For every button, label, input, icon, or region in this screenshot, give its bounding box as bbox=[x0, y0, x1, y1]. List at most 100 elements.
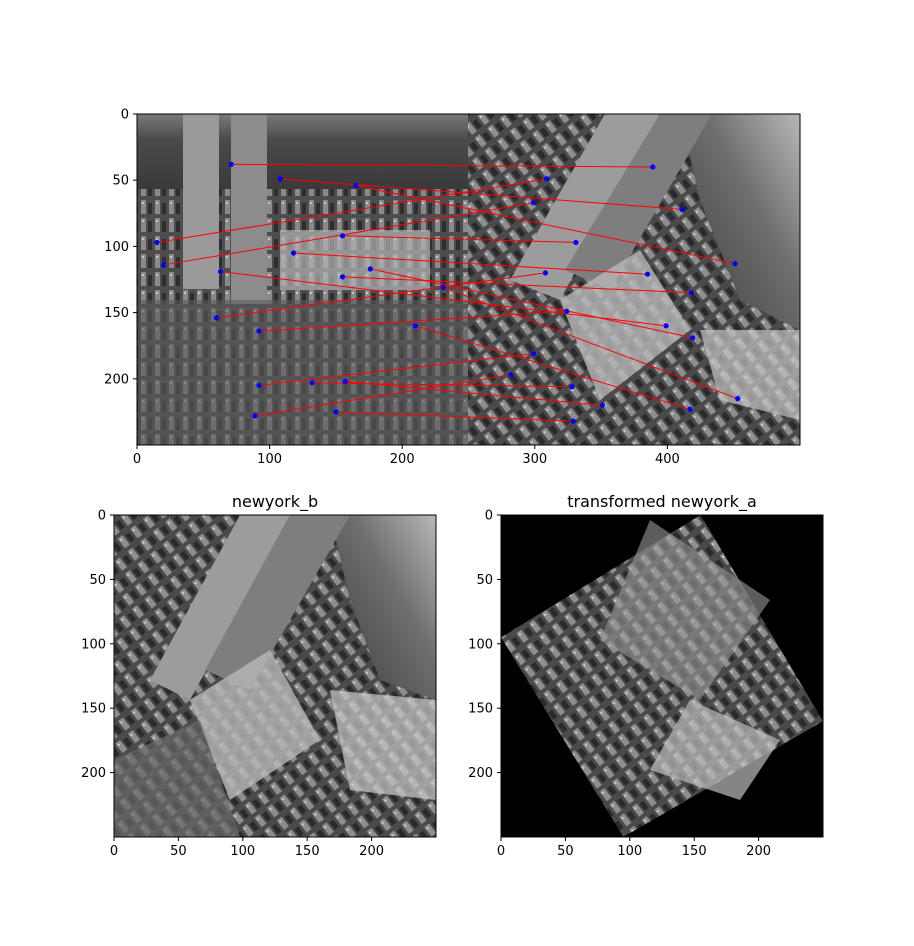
transformed-a-x-tick-label: 0 bbox=[497, 844, 505, 859]
transformed-a-y-tick-label: 100 bbox=[468, 637, 493, 652]
matches-x-axis: 0 100 200 300 400 bbox=[133, 445, 680, 467]
keypoint-marker bbox=[732, 261, 738, 267]
keypoint-marker bbox=[530, 200, 537, 206]
transformed-a-x-tick-label: 200 bbox=[746, 844, 771, 859]
keypoint-marker bbox=[440, 284, 446, 291]
transformed-a-x-tick-label: 150 bbox=[682, 844, 707, 859]
keypoint-marker bbox=[252, 413, 258, 419]
matches-axes-frame bbox=[136, 113, 801, 446]
newyork-b-x-tick-label: 200 bbox=[359, 844, 384, 859]
keypoint-marker bbox=[663, 323, 669, 329]
matches-x-tick-label: 400 bbox=[655, 452, 680, 467]
match-line bbox=[443, 286, 738, 400]
match-line bbox=[293, 252, 648, 275]
match-line bbox=[156, 178, 547, 243]
transformed-a-y-tick-label: 150 bbox=[468, 702, 493, 717]
newyork-b-x-tick-label: 150 bbox=[295, 844, 320, 859]
newyork-b-panel: newyork_b 0 50 100 150 200 0 50 100 150 200 bbox=[81, 492, 437, 859]
keypoint-marker bbox=[735, 396, 741, 402]
keypoint-marker bbox=[412, 323, 419, 329]
matches-y-tick-label: 200 bbox=[104, 372, 129, 387]
keypoint-marker bbox=[217, 268, 224, 275]
newyork-b-y-axis: 0 50 100 150 200 bbox=[81, 509, 114, 781]
matches-y-tick-label: 150 bbox=[104, 306, 129, 321]
match-line bbox=[370, 268, 693, 339]
match-line bbox=[345, 380, 603, 406]
match-line bbox=[254, 374, 512, 417]
keypoint-marker bbox=[508, 372, 514, 378]
transformed-a-x-tick-label: 50 bbox=[557, 844, 574, 859]
match-line bbox=[342, 235, 576, 243]
keypoint-marker bbox=[309, 380, 315, 386]
matches-y-tick-label: 100 bbox=[104, 240, 129, 255]
match-line bbox=[163, 202, 534, 266]
keypoint-marker bbox=[290, 250, 297, 256]
keypoint-marker bbox=[213, 315, 220, 321]
keypoint-marker bbox=[688, 290, 694, 296]
newyork-b-y-tick-label: 0 bbox=[98, 509, 106, 524]
keypoint-marker bbox=[256, 328, 262, 334]
keypoint-marker bbox=[228, 161, 234, 167]
transformed-a-title: transformed newyork_a bbox=[567, 492, 757, 512]
keypoint-marker bbox=[570, 418, 576, 424]
keypoint-marker bbox=[564, 308, 570, 314]
transformed-a-x-tick-label: 100 bbox=[617, 844, 642, 859]
transformed-a-y-axis: 0 50 100 150 200 bbox=[468, 509, 501, 781]
keypoint-marker bbox=[679, 206, 685, 212]
match-line bbox=[216, 272, 546, 319]
transformed-a-axes-frame bbox=[500, 514, 824, 838]
match-lines bbox=[156, 163, 738, 422]
keypoint-marker bbox=[160, 262, 167, 268]
matches-x-tick-label: 100 bbox=[257, 452, 282, 467]
keypoint-marker bbox=[687, 406, 693, 412]
keypoint-marker bbox=[154, 239, 160, 246]
newyork-b-x-tick-label: 50 bbox=[170, 844, 187, 859]
newyork-b-y-tick-label: 200 bbox=[81, 766, 106, 781]
matches-image bbox=[137, 114, 800, 445]
keypoint-marker bbox=[277, 176, 283, 182]
keypoint-marker bbox=[689, 335, 696, 341]
newyork-b-x-axis: 0 50 100 150 200 bbox=[110, 837, 384, 859]
newyork-b-title: newyork_b bbox=[232, 492, 318, 512]
transformed-a-y-tick-label: 200 bbox=[468, 766, 493, 781]
transformed-a-y-tick-label: 50 bbox=[476, 573, 493, 588]
newyork-b-x-tick-label: 100 bbox=[230, 844, 255, 859]
matches-x-tick-label: 200 bbox=[390, 452, 415, 467]
matches-x-tick-label: 0 bbox=[133, 452, 141, 467]
keypoint-marker bbox=[544, 176, 550, 182]
keypoint-marker bbox=[530, 351, 537, 357]
keypoint-marker bbox=[339, 233, 346, 239]
match-line bbox=[342, 276, 692, 294]
keypoint-marker bbox=[573, 239, 579, 246]
newyork-b-y-tick-label: 100 bbox=[81, 637, 106, 652]
match-line bbox=[258, 353, 534, 386]
matches-y-axis: 0 50 100 150 200 bbox=[104, 108, 137, 387]
newyork-b-x-tick-label: 0 bbox=[110, 844, 118, 859]
keypoint-marker bbox=[599, 402, 606, 408]
transformed-a-x-axis: 0 50 100 150 200 bbox=[497, 837, 771, 859]
match-line bbox=[415, 325, 691, 410]
keypoint-marker bbox=[569, 384, 575, 390]
transformed-a-panel: transformed newyork_a 0 50 100 150 200 0 50 10… bbox=[468, 492, 824, 859]
match-line bbox=[335, 411, 574, 422]
keypoint-marker bbox=[367, 266, 373, 272]
keypoint-marker bbox=[333, 409, 339, 415]
match-line bbox=[258, 310, 567, 332]
keypoint-marker bbox=[542, 270, 549, 276]
keypoint-marker bbox=[644, 271, 651, 277]
keypoint-marker bbox=[256, 382, 262, 389]
match-line bbox=[231, 163, 653, 168]
matches-panel: 0 100 200 300 400 0 50 100 150 200 bbox=[104, 108, 801, 467]
transformed-a-y-tick-label: 0 bbox=[485, 509, 493, 524]
newyork-b-y-tick-label: 150 bbox=[81, 702, 106, 717]
match-points bbox=[154, 161, 741, 424]
matches-y-tick-label: 0 bbox=[121, 108, 129, 123]
matches-y-tick-label: 50 bbox=[112, 174, 129, 189]
newyork-b-y-tick-label: 50 bbox=[89, 573, 106, 588]
keypoint-marker bbox=[339, 274, 346, 280]
matches-x-tick-label: 300 bbox=[522, 452, 547, 467]
keypoint-marker bbox=[342, 378, 348, 385]
transformed-a-image bbox=[501, 515, 823, 837]
match-line bbox=[355, 185, 736, 265]
